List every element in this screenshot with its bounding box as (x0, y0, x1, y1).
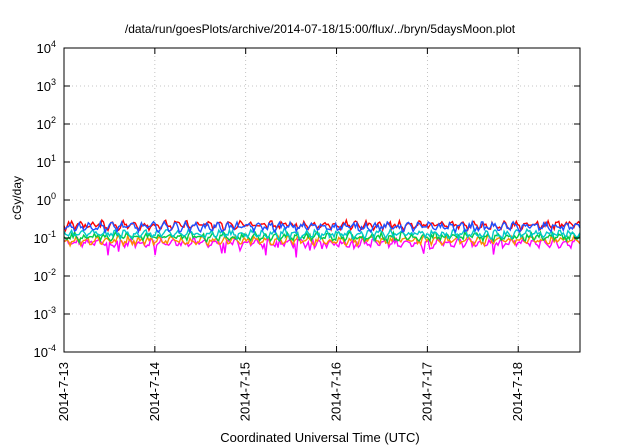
y-axis-label: cGy/day (10, 175, 24, 220)
series-line-1 (63, 235, 581, 258)
series-line-6 (63, 219, 581, 234)
x-tick-label: 2014-7-17 (419, 362, 434, 421)
y-tick-label: 10-3 (34, 305, 56, 322)
y-tick-label: 10-1 (34, 229, 56, 246)
y-tick-label: 101 (37, 153, 56, 170)
x-tick-label: 2014-7-13 (56, 362, 71, 421)
x-tick-label: 2014-7-16 (329, 362, 344, 421)
x-tick-label: 2014-7-15 (238, 362, 253, 421)
y-tick-label: 102 (37, 115, 56, 132)
y-tick-label: 104 (37, 39, 56, 56)
y-tick-label: 10-4 (34, 343, 56, 360)
y-tick-label: 100 (37, 191, 56, 208)
y-tick-label: 103 (37, 77, 56, 94)
series-line-3 (63, 229, 581, 245)
plot-frame (63, 47, 581, 353)
x-tick-label: 2014-7-18 (510, 362, 525, 421)
series-group (63, 217, 581, 258)
axes: 104 103 102 101 100 10-1 10-2 10-3 10-42014-7-13… (34, 39, 580, 421)
y-tick-label: 10-2 (34, 267, 56, 284)
grid-lines (64, 48, 580, 352)
x-axis-label: Coordinated Universal Time (UTC) (220, 430, 420, 445)
chart-title: /data/run/goesPlots/archive/2014-07-18/1… (124, 22, 516, 36)
x-tick-label: 2014-7-14 (147, 362, 162, 421)
series-line-4 (63, 227, 581, 243)
